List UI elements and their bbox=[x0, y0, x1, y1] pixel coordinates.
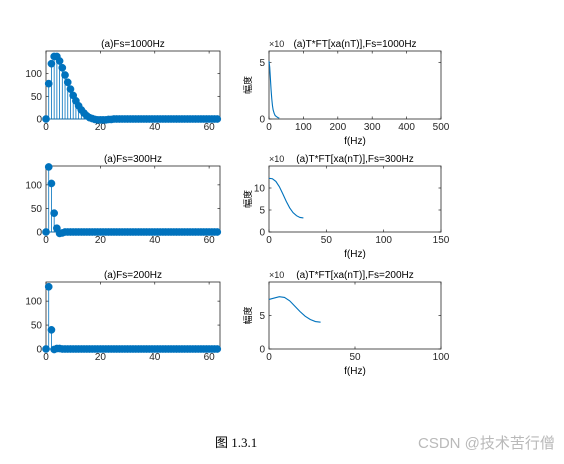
subplot-fs1000: 0 100 200 300 400 500 0 5 (a)T*FT[xa(nT)],Fs=100… bbox=[242, 39, 450, 147]
stem-marker bbox=[66, 85, 75, 93]
plot-area bbox=[45, 50, 221, 120]
plot-area bbox=[45, 165, 221, 233]
x-tick-label: 0 bbox=[266, 235, 272, 246]
y-tick-label: 5 bbox=[259, 206, 265, 217]
stem-marker bbox=[42, 345, 50, 353]
x-tick-label: 0 bbox=[266, 122, 272, 133]
stem-marker bbox=[42, 228, 50, 236]
y-tick-label: 0 bbox=[259, 115, 265, 126]
y-tick-label: 100 bbox=[25, 297, 42, 308]
chart-title: (a)Fs=1000Hz bbox=[101, 39, 165, 50]
stem-marker bbox=[55, 57, 64, 65]
stem-marker bbox=[50, 209, 59, 217]
y-tick-label: 100 bbox=[25, 69, 42, 80]
y-tick-label: 100 bbox=[25, 180, 42, 191]
subplot-fs300: 0 50 100 150 0 5 10 (a)T*FT[xa(nT)],Fs=300Hz f(H… bbox=[242, 154, 450, 260]
axis-scale-note: ×10 bbox=[269, 270, 284, 280]
axis-scale-note: ×10 bbox=[269, 154, 284, 164]
x-tick-label: 150 bbox=[433, 235, 450, 246]
chart-title: (a)T*FT[xa(nT)],Fs=300Hz bbox=[296, 154, 414, 165]
subplot-ts200: 0 20 40 60 0 50 100 (a)Fs=200Hz bbox=[25, 270, 222, 363]
x-tick-label: 0 bbox=[266, 352, 272, 363]
stem-marker bbox=[42, 115, 50, 123]
x-tick-label: 500 bbox=[433, 122, 450, 133]
y-axis-label: 幅度 bbox=[242, 76, 254, 94]
chart-title: (a)T*FT[xa(nT)],Fs=1000Hz bbox=[293, 39, 416, 50]
plot-area bbox=[268, 50, 442, 120]
y-tick-label: 5 bbox=[259, 311, 265, 322]
y-tick-label: 0 bbox=[259, 228, 265, 239]
x-tick-label: 60 bbox=[204, 235, 216, 246]
y-axis-label: 幅度 bbox=[242, 306, 254, 324]
x-tick-label: 40 bbox=[149, 235, 161, 246]
x-tick-label: 20 bbox=[95, 122, 107, 133]
subplot-ts1000: 0 20 40 60 0 50 100 (a)Fs=1000Hz bbox=[25, 39, 222, 133]
stem-marker bbox=[213, 345, 222, 353]
chart-title: (a)T*FT[xa(nT)],Fs=200Hz bbox=[296, 270, 414, 281]
x-axis-label: f(Hz) bbox=[344, 366, 366, 377]
y-tick-label: 5 bbox=[259, 58, 265, 69]
y-tick-label: 10 bbox=[254, 184, 266, 195]
stem-marker bbox=[61, 71, 69, 79]
figure-caption: 图 1.3.1 bbox=[215, 435, 258, 450]
axis-scale-note: ×10 bbox=[269, 39, 284, 49]
spectrum-line bbox=[268, 177, 304, 219]
plot-area bbox=[268, 165, 442, 233]
x-tick-label: 50 bbox=[321, 235, 333, 246]
stem-marker bbox=[47, 326, 56, 334]
y-tick-label: 0 bbox=[36, 345, 42, 356]
y-tick-label: 50 bbox=[31, 204, 43, 215]
subplot-fs200: 0 50 100 0 5 (a)T*FT[xa(nT)],Fs=200Hz f(Hz) 幅度 ×… bbox=[242, 270, 450, 377]
stem-marker bbox=[47, 59, 56, 68]
x-tick-label: 0 bbox=[43, 352, 49, 363]
x-tick-label: 100 bbox=[433, 352, 450, 363]
chart-title: (a)Fs=200Hz bbox=[104, 270, 162, 281]
x-tick-label: 20 bbox=[95, 352, 107, 363]
subplot-ts300: 0 20 40 60 0 50 100 (a)Fs=300Hz bbox=[25, 154, 222, 246]
watermark: CSDN @技术苦行僧 bbox=[418, 435, 555, 452]
x-tick-label: 0 bbox=[43, 122, 49, 133]
x-tick-label: 400 bbox=[398, 122, 415, 133]
plot-area bbox=[268, 281, 442, 350]
plot-area bbox=[45, 281, 221, 350]
spectrum-line bbox=[268, 61, 280, 119]
stem-marker bbox=[44, 282, 53, 291]
y-tick-label: 50 bbox=[31, 321, 43, 332]
y-tick-label: 0 bbox=[36, 228, 42, 239]
stem-marker bbox=[213, 115, 222, 123]
y-axis-label: 幅度 bbox=[242, 190, 254, 208]
stem-marker bbox=[58, 63, 67, 72]
x-tick-label: 40 bbox=[149, 352, 161, 363]
x-axis-label: f(Hz) bbox=[344, 249, 366, 260]
stem-marker bbox=[213, 228, 222, 236]
y-tick-label: 50 bbox=[31, 92, 43, 103]
x-tick-label: 0 bbox=[43, 235, 49, 246]
x-tick-label: 40 bbox=[149, 122, 161, 133]
spectrum-line bbox=[268, 296, 321, 323]
x-tick-label: 300 bbox=[364, 122, 381, 133]
stem-marker bbox=[47, 179, 56, 188]
stem-marker bbox=[44, 163, 53, 171]
x-tick-label: 60 bbox=[204, 352, 216, 363]
y-tick-label: 0 bbox=[36, 115, 42, 126]
x-tick-label: 60 bbox=[204, 122, 216, 133]
x-tick-label: 100 bbox=[295, 122, 312, 133]
stem-marker bbox=[63, 78, 72, 87]
x-tick-label: 20 bbox=[95, 235, 107, 246]
x-tick-label: 200 bbox=[329, 122, 346, 133]
x-axis-label: f(Hz) bbox=[344, 136, 366, 147]
y-tick-label: 0 bbox=[259, 345, 265, 356]
x-tick-label: 50 bbox=[349, 352, 361, 363]
stem-marker bbox=[44, 79, 53, 88]
chart-title: (a)Fs=300Hz bbox=[104, 154, 162, 165]
x-tick-label: 100 bbox=[375, 235, 392, 246]
